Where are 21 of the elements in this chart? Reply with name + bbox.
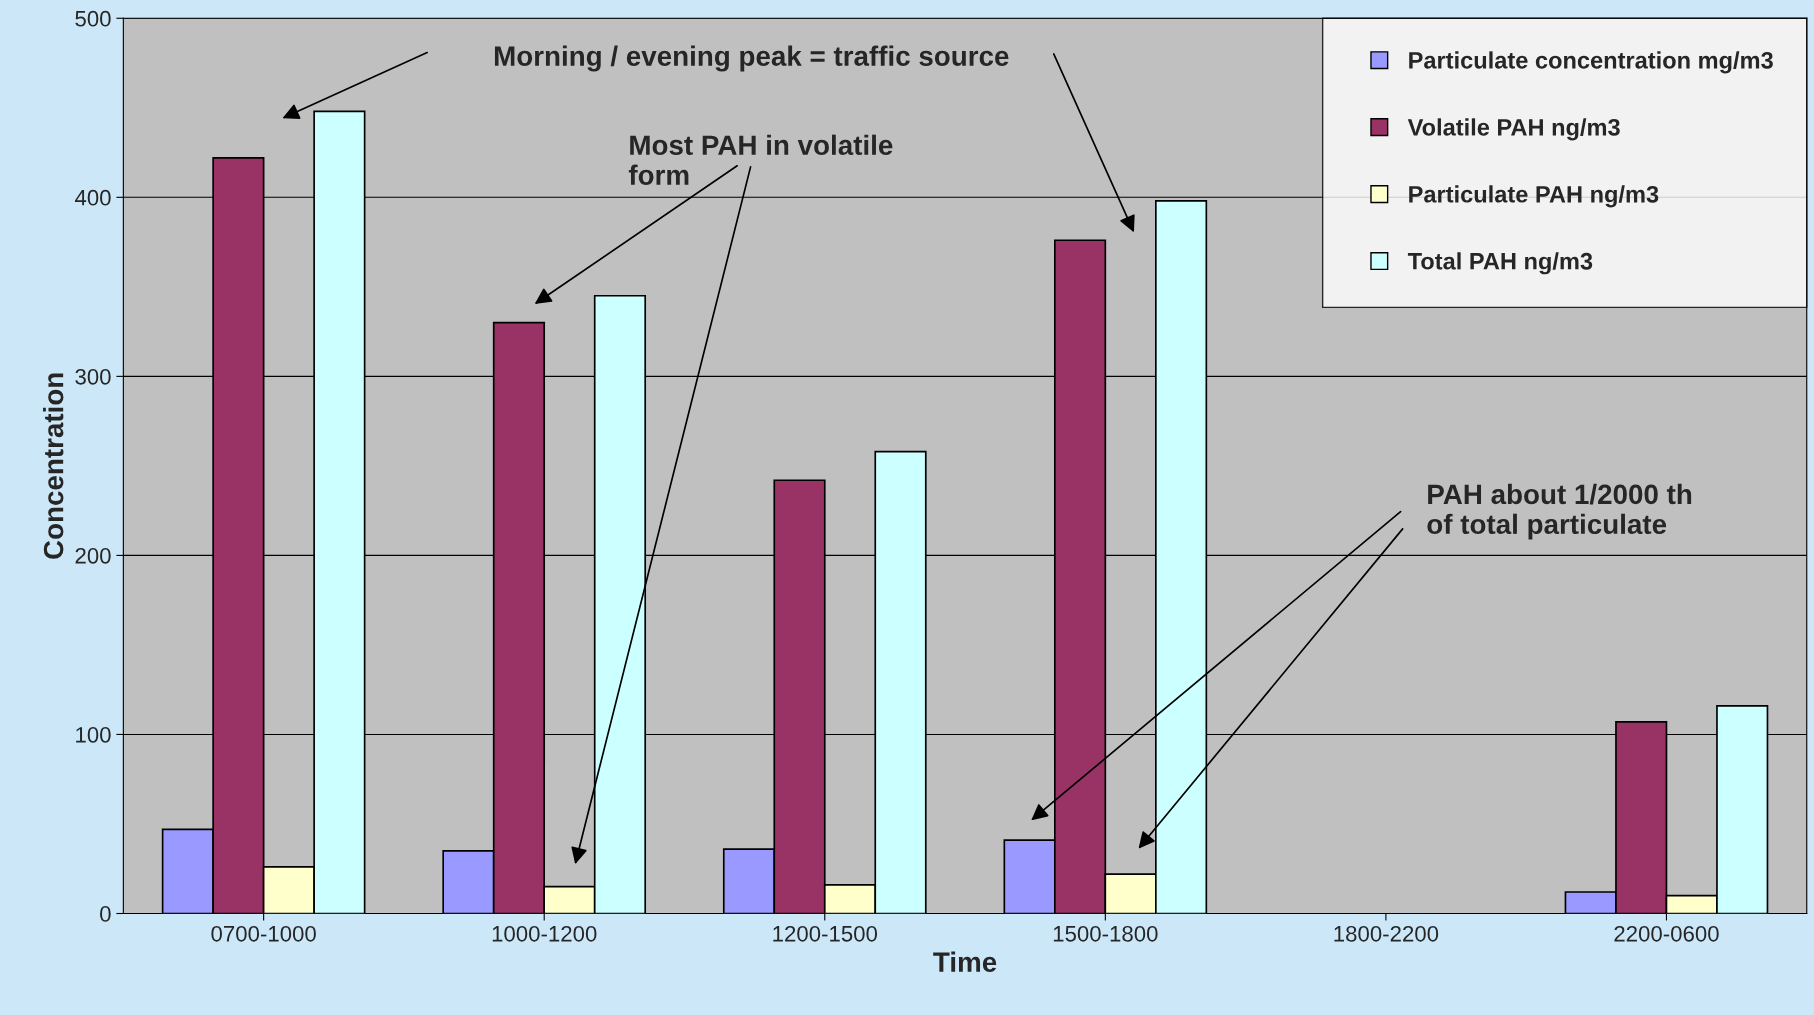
annotation: Morning / evening peak = traffic source (494, 45, 1009, 72)
annotation: PAH about 1/2000 th of total particulate (1427, 483, 1692, 540)
x-tick-label: 1200-1500 (773, 925, 878, 942)
y-tick-label: 0 (100, 906, 111, 922)
legend-label: Volatile PAH ng/m3 (1407, 118, 1620, 141)
y-tick-label: 100 (76, 726, 111, 743)
y-tick-label: 200 (75, 547, 111, 564)
y-tick-label: 400 (74, 189, 111, 206)
x-tick-label: 1000-1200 (492, 925, 597, 942)
x-tick-label: 1500-1800 (1053, 925, 1158, 942)
legend-label: Particulate PAH ng/m3 (1409, 185, 1659, 208)
annotation: Most PAH in volatile form (628, 134, 893, 185)
y-tick-label: 500 (75, 10, 111, 27)
x-axis-title: Time (933, 951, 997, 972)
y-tick-label: 300 (75, 368, 111, 385)
x-tick-label: 1800-2200 (1334, 925, 1439, 942)
legend-label: Particulate concentration mg/m3 (1409, 51, 1773, 74)
x-tick-label: 2200-0600 (1614, 925, 1719, 942)
legend-label: Total PAH ng/m3 (1407, 252, 1593, 275)
x-tick-label: 0700-1000 (211, 925, 316, 942)
y-axis-title: Concentration (43, 373, 64, 559)
